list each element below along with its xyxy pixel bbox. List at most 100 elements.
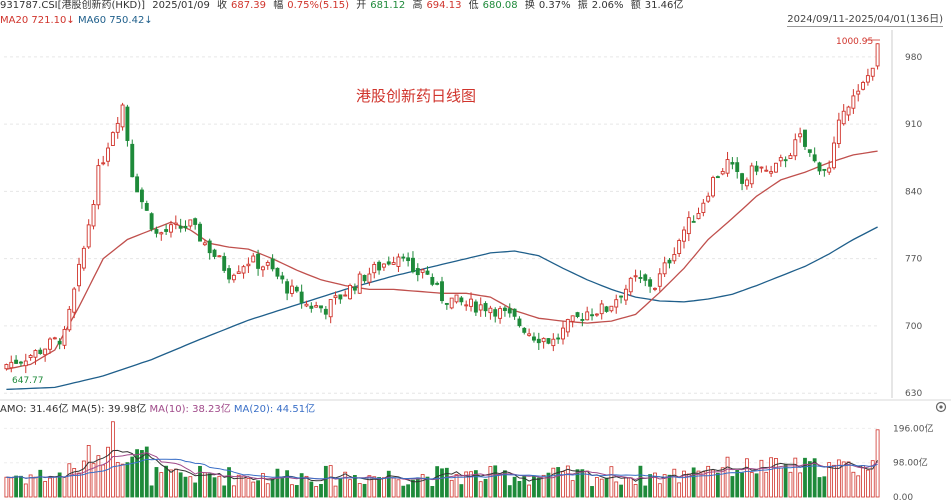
candle-body [759, 166, 764, 169]
max-price-label: 1000.95 [836, 37, 873, 47]
y-tick-label: 630 [905, 389, 922, 399]
candle-body [648, 279, 653, 287]
candle-body [323, 308, 328, 315]
candle-body [807, 149, 812, 153]
volume-bar [856, 475, 861, 498]
candle-body [565, 319, 570, 333]
candle-body [430, 276, 435, 285]
volume-bar [125, 462, 130, 498]
volume-bar [81, 460, 86, 498]
candle-body [91, 204, 96, 227]
vol-ma20-legend: MA(20): 44.51亿 [233, 404, 316, 415]
volume-bar [648, 474, 653, 498]
candle-body [18, 361, 23, 364]
volume-bar [580, 469, 585, 498]
volume-bar [101, 464, 106, 498]
volume-bar [343, 471, 348, 498]
quote-header: 931787.CSI[港股创新药(HKD)] 2025/01/09 收 687.3… [0, 0, 951, 14]
volume-bar [154, 467, 159, 498]
amo-legend: AMO: 31.46亿 [0, 404, 69, 415]
volume-bar [19, 475, 23, 498]
candle-body [449, 297, 454, 309]
candle-body [633, 275, 638, 278]
y-tick-label: 910 [905, 120, 922, 130]
candle-body [793, 139, 798, 157]
volume-bar [48, 477, 52, 498]
volume-bar [740, 472, 744, 498]
volume-bar [832, 464, 836, 498]
candle-body [865, 75, 870, 83]
candle-body [52, 337, 57, 340]
candle-body [846, 106, 851, 116]
y-tick-label: 770 [905, 255, 922, 265]
volume-bar [62, 476, 67, 498]
volume-bar [599, 478, 604, 498]
volume-bar [653, 472, 657, 498]
volume-bar [251, 481, 256, 498]
candle-body [619, 295, 624, 298]
low-label: 低 [468, 0, 479, 11]
volume-bar [67, 463, 72, 498]
volume-bar [314, 486, 319, 498]
volume-bar [140, 450, 144, 498]
volume-bar [401, 485, 406, 498]
volume-bar [52, 476, 57, 498]
volume-bar [372, 476, 377, 498]
volume-bar [633, 484, 638, 498]
candle-body [440, 281, 444, 302]
candle-body [4, 364, 9, 370]
volume-bar [265, 483, 270, 498]
candle-body [662, 262, 667, 275]
volume-bar [638, 465, 643, 498]
candle-body [667, 259, 672, 264]
date-range-selector[interactable]: 2024/09/11-2025/04/01(136日) [787, 14, 943, 27]
volume-bar [222, 485, 227, 498]
volume-bar [769, 457, 774, 498]
volume-bar [764, 471, 769, 498]
volume-bar [444, 467, 449, 498]
candle-body [67, 308, 72, 331]
candle-body [290, 285, 294, 294]
candle-body [72, 288, 77, 313]
amplitude-label: 振 [577, 0, 588, 11]
candle-body [638, 277, 643, 279]
volume-bar [86, 445, 91, 498]
candle-body [764, 169, 769, 172]
candle-body [425, 270, 430, 275]
candle-body [464, 304, 469, 307]
volume-bar [91, 463, 96, 498]
volume-bar [430, 486, 435, 498]
candle-body [202, 242, 207, 246]
volume-bar [836, 459, 841, 498]
candle-body [735, 162, 740, 172]
volume-bar [851, 471, 856, 498]
settings-icon[interactable] [935, 401, 947, 413]
volume-bar [730, 476, 735, 498]
y-tick-label: 980 [905, 53, 922, 63]
candle-body [120, 104, 125, 128]
volume-bar [594, 477, 599, 498]
turnover-label: 换 [524, 0, 535, 11]
candle-body [778, 157, 783, 162]
volume-bar [774, 458, 778, 498]
candle-body [614, 299, 619, 308]
volume-bar [396, 479, 401, 498]
volume-bar [841, 461, 846, 498]
candle-body [478, 304, 483, 311]
candle-body [139, 189, 144, 203]
candle-body [875, 43, 880, 67]
candle-body [701, 202, 706, 213]
volume-bar [464, 471, 469, 498]
candle-body [551, 338, 556, 347]
volume-bar [604, 477, 609, 498]
candle-body [652, 287, 657, 290]
volume-bar [285, 470, 290, 498]
ma60-path [6, 226, 878, 391]
amount-value: 31.46亿 [644, 0, 684, 11]
candle-body [783, 159, 788, 162]
volume-bar [657, 483, 662, 498]
candle-body [159, 232, 164, 235]
volume-bar [217, 475, 222, 498]
candle-body [469, 298, 473, 307]
volume-bar [575, 469, 580, 498]
